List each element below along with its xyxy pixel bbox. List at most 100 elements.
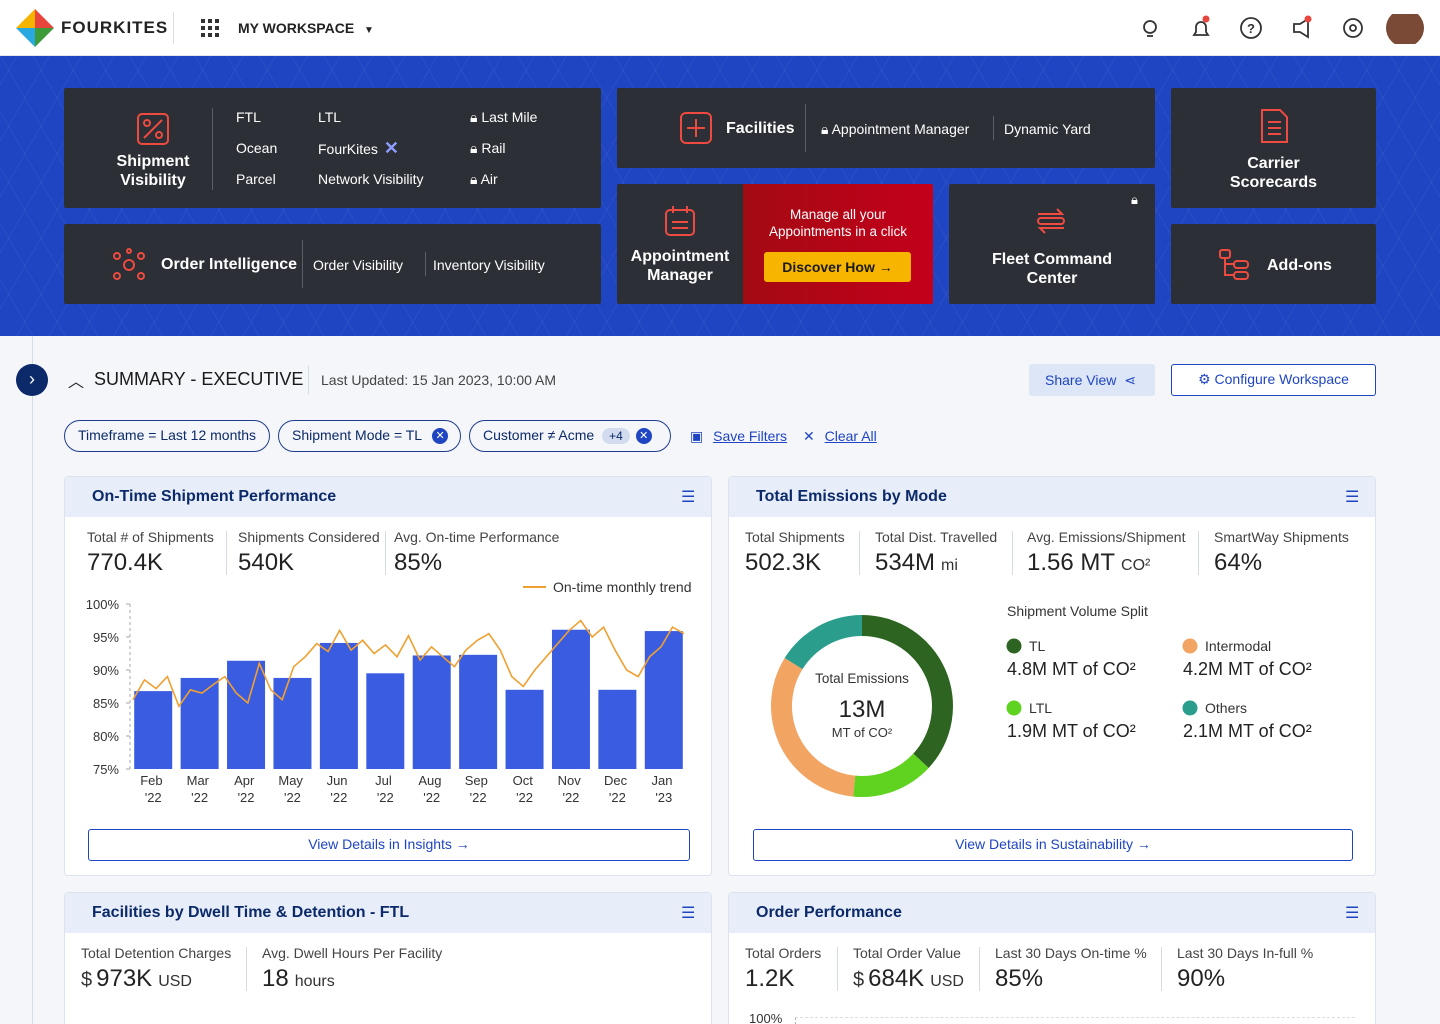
stat-number: 534M <box>875 549 936 576</box>
tile-addons[interactable]: Add-ons <box>1171 224 1376 304</box>
bar <box>551 629 590 769</box>
tile-carrier-scorecards[interactable]: Carrier Scorecards <box>1171 88 1376 208</box>
stat-label: Last 30 Days On-time % <box>995 945 1147 961</box>
chip-label: Customer ≠ Acme <box>483 427 595 443</box>
stat-value: 534M mi <box>875 549 958 577</box>
card-header: On-Time Shipment Performance ☰ <box>65 477 711 517</box>
link-text: Last Mile <box>481 109 538 125</box>
divider <box>1012 531 1013 575</box>
tile-link[interactable]: FourKites ✕ <box>318 139 399 157</box>
workspace-menu[interactable]: MY WORKSPACE ▼ <box>238 20 374 36</box>
x-tick-label: Feb '22 <box>140 773 166 805</box>
bar <box>227 660 266 769</box>
avatar[interactable] <box>1386 14 1424 44</box>
tile-icon <box>113 248 145 280</box>
tile-link[interactable]: 🔒︎ Air <box>470 171 498 187</box>
clear-all[interactable]: ✕ Clear All <box>803 428 877 444</box>
stat-value: 540K <box>238 549 294 577</box>
divider <box>979 947 980 991</box>
card-header: Order Performance ☰ <box>729 893 1375 933</box>
link-text: Air <box>480 171 498 187</box>
stat-value: 18 hours <box>262 965 335 993</box>
stat-unit: CO² <box>1121 557 1151 574</box>
announce-icon[interactable] <box>1293 17 1309 39</box>
brand: FOURKITES <box>61 18 169 37</box>
idea-icon[interactable] <box>1143 20 1157 34</box>
stat-label: Avg. On-time Performance <box>394 529 560 545</box>
y-tick-label: 85% <box>93 696 119 711</box>
cta-button[interactable]: Discover How → <box>764 252 911 282</box>
card: Total Emissions by Mode ☰ Total Shipments 5… <box>728 476 1376 876</box>
tile-link[interactable]: Parcel <box>236 171 276 187</box>
tile-link[interactable]: Inventory Visibility <box>433 257 545 273</box>
legend-title: Shipment Volume Split <box>1007 603 1148 619</box>
tile-title: Order Intelligence <box>161 256 298 273</box>
stat-unit: USD <box>930 973 964 990</box>
button-label: Share View <box>1045 372 1117 388</box>
tile-title: Appointment Manager <box>630 248 730 284</box>
tile-link[interactable]: 🔒︎ Appointment Manager <box>821 121 970 137</box>
apps-icon[interactable] <box>201 19 219 37</box>
card-menu[interactable]: ☰ <box>681 489 696 506</box>
details-button[interactable]: View Details in Insights → <box>88 829 690 861</box>
tile-link[interactable]: 🔒︎ Rail <box>470 140 506 156</box>
stat-value: 85% <box>995 965 1043 993</box>
stat-value: 1.2K <box>745 965 794 993</box>
chip-remove[interactable]: ✕ <box>635 428 652 445</box>
x-tick-label: Jun '22 <box>327 773 352 805</box>
stat-number: 1.56 MT <box>1027 549 1116 576</box>
tile-link[interactable]: Dynamic Yard <box>1004 121 1091 137</box>
chip-remove[interactable]: ✕ <box>432 428 449 445</box>
tile-link[interactable]: Order Visibility <box>313 257 403 273</box>
divider <box>173 12 174 44</box>
tile-link[interactable]: 🔒︎ Last Mile <box>470 109 538 125</box>
bar <box>598 689 637 769</box>
tile-title: Carrier Scorecards <box>1229 155 1318 191</box>
stat-label: Last 30 Days In-full % <box>1177 945 1314 961</box>
y-tick-label: 95% <box>93 630 119 645</box>
card-title: Facilities by Dwell Time & Detention - F… <box>92 904 410 921</box>
filter-chip[interactable]: Shipment Mode = TL ✕ <box>278 420 461 452</box>
legend-label: Others <box>1205 700 1247 716</box>
axis-line <box>795 1017 796 1024</box>
tile-title: Facilities <box>726 120 795 137</box>
stat-unit: mi <box>941 557 958 574</box>
x-tick-label: Aug '22 <box>418 773 445 805</box>
configure-button[interactable]: ⚙︎ Configure Workspace <box>1171 364 1376 396</box>
collapse-icon[interactable]: ︿ <box>68 374 85 391</box>
tile-shipment-visibility[interactable]: Shipment Visibility FTL Ocean Parcel LTL Fou… <box>64 88 601 208</box>
lock-icon: 🔒︎ <box>1131 192 1138 207</box>
tile-link[interactable]: FTL <box>236 109 261 125</box>
tile-appointment-manager[interactable]: Appointment Manager Manage all your Appo… <box>617 184 933 304</box>
stat-label: Total Dist. Travelled <box>875 529 998 545</box>
tile-order-intelligence[interactable]: Order Intelligence Order Visibility Inve… <box>64 224 601 304</box>
tile-link[interactable]: Ocean <box>236 140 277 156</box>
tile-link[interactable]: Network Visibility <box>318 171 424 187</box>
card-menu[interactable]: ☰ <box>1345 489 1360 506</box>
sidebar-toggle[interactable]: › <box>16 364 48 396</box>
stat-label: Total Shipments <box>745 529 845 545</box>
card-menu[interactable]: ☰ <box>1345 905 1360 922</box>
stat-label: Total Detention Charges <box>81 945 232 961</box>
bell-icon[interactable] <box>1192 21 1210 36</box>
details-button[interactable]: View Details in Sustainability → <box>753 829 1353 861</box>
card: Facilities by Dwell Time & Detention - F… <box>64 892 712 1024</box>
filter-chip[interactable]: Timeframe = Last 12 months <box>64 420 270 452</box>
help-icon[interactable] <box>1240 17 1262 39</box>
tile-fleet-command[interactable]: 🔒︎ Fleet Command Center <box>949 184 1155 304</box>
share-button[interactable]: Share View ⋖ <box>1029 364 1155 396</box>
tile-facilities[interactable]: Facilities 🔒︎ Appointment Manager Dynami… <box>617 88 1155 168</box>
filter-chip[interactable]: Customer ≠ Acme +4 ✕ <box>469 420 671 452</box>
stat-number: 770.4K <box>87 549 164 576</box>
donut-segment <box>784 615 862 670</box>
stat-unit: USD <box>158 973 192 990</box>
save-filters[interactable]: ▣ Save Filters <box>690 428 788 444</box>
settings-icon[interactable] <box>1343 18 1363 38</box>
value-label: 4.2M MT of CO² <box>1183 659 1312 679</box>
y-tick-label: 75% <box>93 762 119 777</box>
divider <box>308 366 309 394</box>
tile-link[interactable]: LTL <box>318 109 341 125</box>
x-tick-label: May '22 <box>278 773 306 805</box>
card-menu[interactable]: ☰ <box>681 905 696 922</box>
divider <box>993 116 994 140</box>
